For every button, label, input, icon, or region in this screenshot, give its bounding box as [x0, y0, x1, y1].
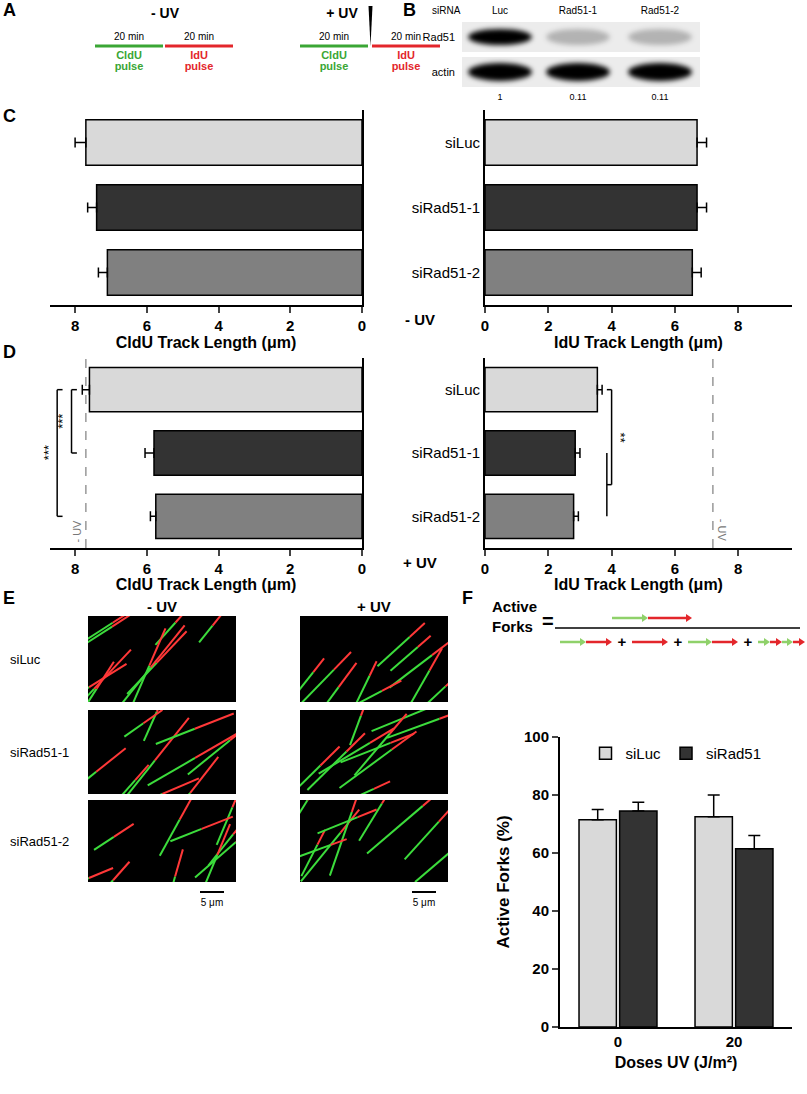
svg-text:siLuc: siLuc: [445, 134, 481, 151]
svg-text:IdU: IdU: [190, 49, 208, 61]
svg-text:CldU: CldU: [116, 49, 142, 61]
svg-text:2: 2: [544, 560, 552, 577]
svg-text:- UV: - UV: [405, 311, 435, 328]
svg-text:pulse: pulse: [185, 60, 214, 72]
svg-text:D: D: [3, 342, 16, 362]
svg-text:20: 20: [726, 1033, 743, 1050]
svg-text:20 min: 20 min: [114, 31, 144, 42]
svg-text:IdU: IdU: [397, 49, 415, 61]
svg-text:siRad51-1: siRad51-1: [412, 444, 480, 461]
svg-text:+ UV: + UV: [326, 5, 358, 21]
svg-text:- UV: - UV: [147, 598, 177, 615]
svg-text:+ UV: + UV: [357, 598, 391, 615]
svg-text:CldU Track Length (μm): CldU Track Length (μm): [116, 334, 296, 351]
svg-text:actin: actin: [432, 66, 455, 78]
svg-text:pulse: pulse: [392, 60, 421, 72]
svg-text:siLuc: siLuc: [10, 652, 41, 667]
svg-text:0: 0: [541, 1018, 549, 1035]
svg-text:F: F: [462, 588, 473, 608]
svg-text:siRad51-2: siRad51-2: [10, 834, 69, 849]
svg-text:80: 80: [532, 786, 549, 803]
svg-text:0.11: 0.11: [570, 92, 587, 102]
svg-text:- UV: - UV: [716, 519, 728, 542]
svg-text:0: 0: [481, 560, 489, 577]
svg-text:20 min: 20 min: [391, 31, 421, 42]
svg-text:Rad51: Rad51: [423, 31, 455, 43]
svg-text:8: 8: [71, 560, 79, 577]
svg-text:***: ***: [41, 445, 56, 460]
svg-text:8: 8: [734, 560, 742, 577]
svg-text:8: 8: [734, 317, 742, 334]
svg-text:2: 2: [286, 560, 294, 577]
svg-text:4: 4: [214, 560, 223, 577]
svg-text:Active Forks (%): Active Forks (%): [494, 815, 513, 948]
svg-text:5 μm: 5 μm: [413, 897, 435, 908]
svg-text:Active: Active: [492, 598, 537, 615]
svg-text:Rad51-1: Rad51-1: [559, 5, 598, 16]
svg-text:siRad51-1: siRad51-1: [10, 745, 69, 760]
svg-text:2: 2: [544, 317, 552, 334]
svg-text:+: +: [674, 633, 683, 650]
svg-text:+: +: [618, 633, 627, 650]
svg-text:6: 6: [671, 317, 679, 334]
svg-text:+: +: [744, 633, 753, 650]
svg-text:20 min: 20 min: [184, 31, 214, 42]
svg-text:pulse: pulse: [115, 60, 144, 72]
svg-text:20 min: 20 min: [319, 31, 349, 42]
svg-text:0: 0: [358, 317, 366, 334]
svg-text:6: 6: [671, 560, 679, 577]
svg-text:5 μm: 5 μm: [201, 897, 223, 908]
svg-text:2: 2: [286, 317, 294, 334]
svg-text:0: 0: [481, 317, 489, 334]
svg-text:4: 4: [607, 560, 616, 577]
svg-text:4: 4: [214, 317, 223, 334]
svg-text:100: 100: [524, 728, 549, 745]
svg-text:siRad51-2: siRad51-2: [412, 508, 480, 525]
svg-text:siRad51-1: siRad51-1: [412, 199, 480, 216]
svg-text:+ UV: + UV: [403, 554, 437, 571]
svg-text:IdU Track Length (μm): IdU Track Length (μm): [554, 576, 723, 593]
svg-text:0.11: 0.11: [652, 92, 669, 102]
svg-text:siRad51: siRad51: [706, 745, 761, 762]
svg-text:C: C: [3, 106, 16, 126]
svg-text:E: E: [3, 588, 15, 608]
svg-text:Luc: Luc: [492, 5, 508, 16]
svg-text:- UV: - UV: [151, 5, 180, 21]
svg-text:***: ***: [55, 414, 70, 429]
svg-text:siLuc: siLuc: [445, 381, 481, 398]
svg-text:- UV: - UV: [71, 520, 83, 543]
svg-text:40: 40: [532, 902, 549, 919]
svg-text:siLuc: siLuc: [626, 745, 662, 762]
svg-text:6: 6: [143, 560, 151, 577]
svg-text:0: 0: [614, 1033, 622, 1050]
svg-text:20: 20: [532, 960, 549, 977]
svg-text:A: A: [3, 0, 16, 20]
svg-text:pulse: pulse: [320, 60, 349, 72]
svg-text:Doses UV (J/m²): Doses UV (J/m²): [615, 1054, 738, 1071]
svg-text:CldU: CldU: [321, 49, 347, 61]
svg-text:Rad51-2: Rad51-2: [641, 5, 680, 16]
svg-text:8: 8: [71, 317, 79, 334]
svg-text:siRad51-2: siRad51-2: [412, 264, 480, 281]
svg-text:**: **: [613, 433, 628, 443]
svg-text:=: =: [542, 610, 554, 632]
svg-text:0: 0: [358, 560, 366, 577]
svg-text:4: 4: [607, 317, 616, 334]
svg-text:B: B: [403, 0, 416, 20]
svg-text:Forks: Forks: [492, 618, 533, 635]
svg-text:60: 60: [532, 844, 549, 861]
svg-text:6: 6: [143, 317, 151, 334]
svg-text:1: 1: [497, 92, 502, 102]
svg-text:IdU Track Length (μm): IdU Track Length (μm): [554, 334, 723, 351]
svg-text:siRNA: siRNA: [432, 5, 461, 16]
svg-text:CldU Track Length (μm): CldU Track Length (μm): [116, 576, 296, 593]
